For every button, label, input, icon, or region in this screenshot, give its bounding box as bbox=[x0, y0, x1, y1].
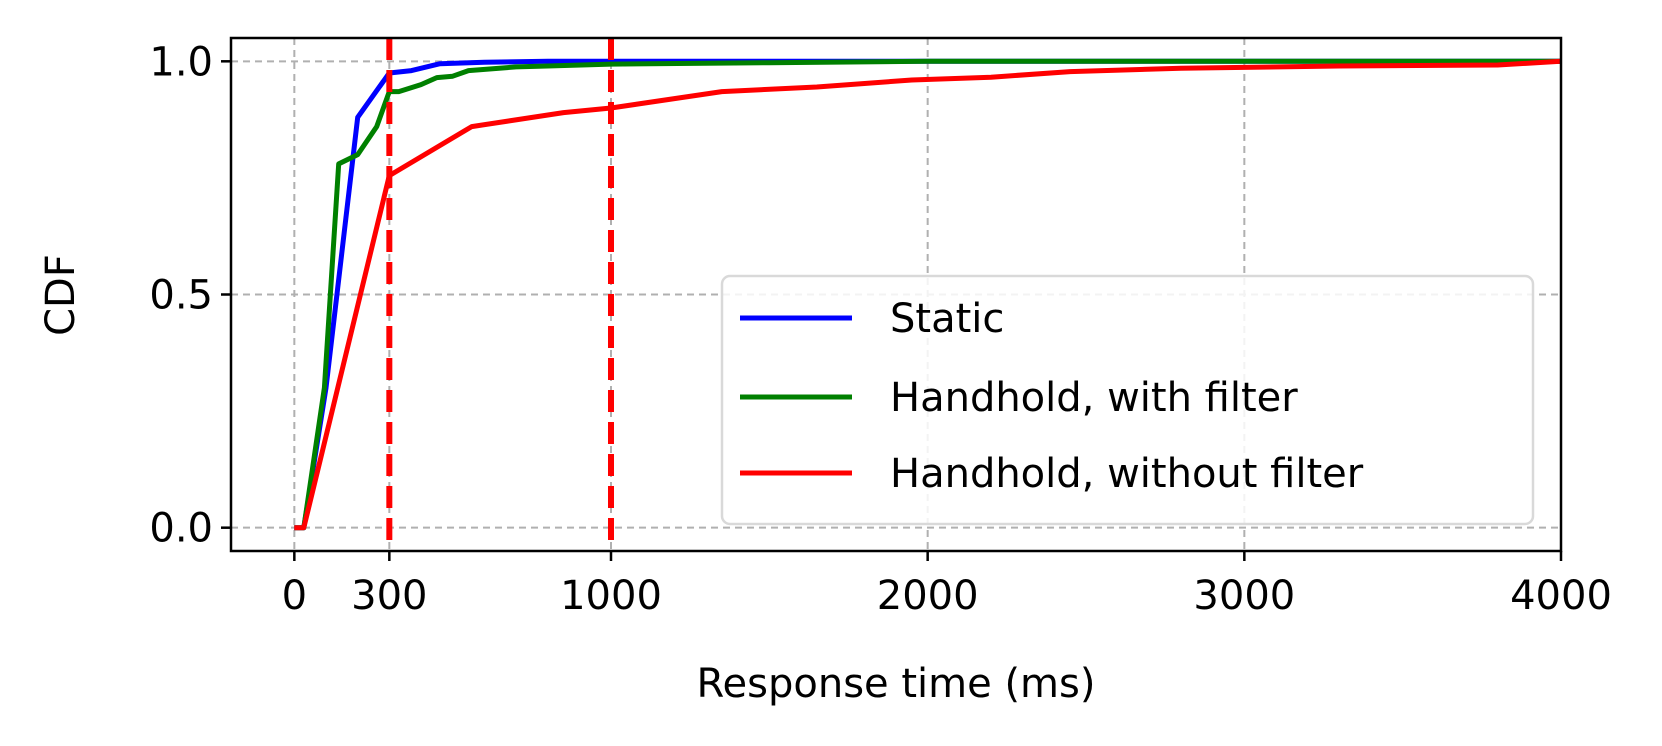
x-tick-label: 1000 bbox=[560, 573, 662, 619]
y-tick-label: 1.0 bbox=[149, 39, 213, 85]
axis-ticks: 0 300 1000 2000 3000 4000 0.0 0.5 1.0 bbox=[149, 39, 1612, 619]
legend-label-static: Static bbox=[890, 296, 1004, 342]
x-tick-label: 4000 bbox=[1510, 573, 1612, 619]
legend-box bbox=[720, 274, 1535, 526]
y-tick-label: 0.0 bbox=[149, 506, 213, 552]
legend-label-without-filter: Handhold, without filter bbox=[890, 451, 1364, 497]
legend: Static Handhold, with filter Handhold, w… bbox=[720, 274, 1535, 526]
y-axis-label: CDF bbox=[38, 254, 84, 336]
x-tick-label: 2000 bbox=[877, 573, 979, 619]
series-line-handhold-without-filter bbox=[294, 58, 1561, 531]
x-tick-label: 300 bbox=[351, 573, 427, 619]
reference-lines bbox=[386, 38, 614, 551]
x-tick-label: 0 bbox=[282, 573, 307, 619]
y-tick-label: 0.5 bbox=[149, 273, 213, 319]
series-lines bbox=[294, 58, 1561, 531]
x-tick-label: 3000 bbox=[1193, 573, 1295, 619]
series-line-handhold-with-filter bbox=[294, 58, 1561, 531]
legend-label-with-filter: Handhold, with filter bbox=[890, 375, 1298, 421]
x-axis-label: Response time (ms) bbox=[697, 661, 1096, 707]
